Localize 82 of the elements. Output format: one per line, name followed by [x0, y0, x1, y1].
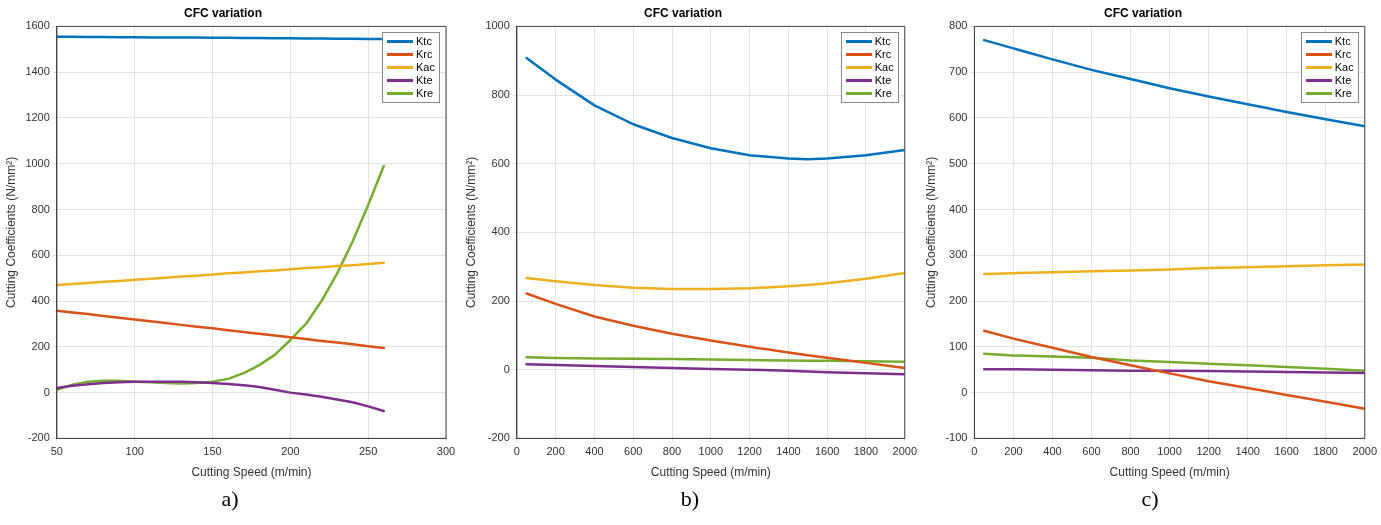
x-tick-label: 200 — [1004, 445, 1023, 458]
y-tick-label: 400 — [949, 202, 968, 215]
y-tick-label: 1600 — [25, 19, 50, 32]
x-tick-label: 250 — [358, 445, 378, 458]
x-tick-label: 2000 — [892, 445, 918, 458]
y-tick-label: 200 — [949, 294, 968, 307]
legend-label: Kte — [874, 74, 892, 88]
y-tick-label: 0 — [503, 362, 510, 375]
x-tick-label: 1600 — [814, 445, 840, 458]
legend-label: Kac — [874, 61, 894, 75]
x-tick-label: 150 — [203, 445, 222, 458]
y-tick-label: 800 — [31, 202, 50, 215]
x-tick-label: 1000 — [698, 445, 724, 458]
legend-label: Kre — [416, 87, 434, 101]
x-tick-label: 1600 — [1274, 445, 1299, 458]
legend-label: Kre — [1334, 87, 1352, 101]
x-tick-label: 0 — [513, 445, 520, 458]
text: b) — [679, 486, 701, 512]
y-tick-label: 0 — [961, 385, 968, 398]
y-tick-label: 1000 — [485, 19, 510, 32]
legend-label: Kac — [416, 61, 435, 75]
legend-label: Ktc — [874, 35, 891, 49]
x-tick-label: 2000 — [1352, 445, 1378, 458]
x-tick-label: 1000 — [1157, 445, 1182, 458]
chart-title: CFC variation — [643, 5, 723, 20]
x-tick-label: 800 — [662, 445, 682, 458]
y-tick-label: 400 — [491, 225, 510, 238]
y-tick-label: 1000 — [25, 156, 50, 169]
legend-label: Ktc — [1334, 35, 1351, 49]
x-tick-label: 1800 — [853, 445, 879, 458]
legend-label: Ktc — [416, 35, 432, 49]
x-tick-label: 0 — [971, 445, 978, 458]
y-tick-label: -200 — [487, 431, 510, 444]
y-tick-label: 500 — [949, 156, 968, 169]
y-axis-title: Cutting Coefficients (N/mm²) — [923, 156, 938, 308]
x-tick-label: 200 — [281, 445, 300, 458]
legend-label: Krc — [1334, 48, 1352, 62]
legend-label: Kte — [416, 74, 433, 88]
y-tick-label: 400 — [31, 294, 50, 307]
y-tick-label: 100 — [949, 339, 968, 352]
chart-title: CFC variation — [183, 5, 263, 20]
y-tick-label: 800 — [491, 88, 510, 101]
x-tick-label: 600 — [624, 445, 643, 458]
x-axis-title: Cutting Speed (m/min) — [650, 465, 771, 480]
y-tick-label: 600 — [949, 110, 968, 123]
y-tick-label: 800 — [949, 19, 968, 32]
x-tick-label: 100 — [125, 445, 144, 458]
x-tick-label: 50 — [50, 445, 63, 458]
x-tick-label: 1400 — [1235, 445, 1260, 458]
legend-label: Krc — [416, 48, 433, 62]
y-tick-label: 200 — [31, 339, 50, 352]
text: c) — [1140, 486, 1160, 512]
x-tick-label: 1400 — [776, 445, 801, 458]
y-tick-label: -100 — [945, 431, 968, 444]
x-axis-title: Cutting Speed (m/min) — [1109, 465, 1230, 480]
x-tick-label: 800 — [1121, 445, 1140, 458]
legend-label: Krc — [874, 48, 892, 62]
y-tick-label: 0 — [43, 385, 50, 398]
y-tick-label: 200 — [491, 294, 510, 307]
text: a) — [220, 486, 240, 512]
x-tick-label: 400 — [1043, 445, 1062, 458]
chart-title: CFC variation — [1103, 5, 1183, 20]
legend-label: Kre — [874, 87, 892, 101]
y-tick-label: -200 — [27, 431, 50, 444]
x-tick-label: 300 — [436, 445, 456, 458]
x-axis-title: Cutting Speed (m/min) — [191, 465, 312, 480]
x-tick-label: 1200 — [737, 445, 762, 458]
legend-label: Kac — [1334, 61, 1354, 75]
y-axis-title: Cutting Coefficients (N/mm²) — [3, 156, 18, 308]
y-axis-title: Cutting Coefficients (N/mm²) — [463, 156, 478, 308]
x-tick-label: 600 — [1082, 445, 1101, 458]
x-tick-label: 1200 — [1196, 445, 1221, 458]
y-tick-label: 1200 — [25, 110, 50, 123]
y-tick-label: 700 — [949, 65, 968, 78]
x-tick-label: 1800 — [1313, 445, 1338, 458]
y-tick-label: 1400 — [25, 65, 50, 78]
legend-label: Kte — [1334, 74, 1352, 88]
x-tick-label: 200 — [546, 445, 565, 458]
y-tick-label: 300 — [949, 248, 968, 261]
x-tick-label: 400 — [585, 445, 604, 458]
y-tick-label: 600 — [491, 156, 510, 169]
y-tick-label: 600 — [31, 248, 50, 261]
